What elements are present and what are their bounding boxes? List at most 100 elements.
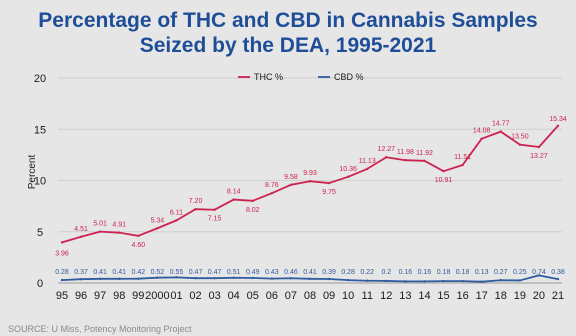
cbd-data-label: 0.43 [265,269,279,276]
source-note: SOURCE: U Miss, Potency Monitoring Proje… [8,324,192,334]
cbd-data-label: 0.52 [151,269,165,276]
y-tick-label: 15 [34,124,46,136]
cbd-data-label: 0.18 [437,269,451,276]
cbd-point [79,278,83,281]
cbd-point [423,280,426,283]
thc-point [251,199,254,202]
thc-point [308,180,312,183]
legend-label: CBD % [334,72,364,82]
thc-point [79,235,83,238]
thc-data-label: 15.34 [549,116,567,123]
thc-point [499,130,502,133]
cbd-point [537,274,541,277]
thc-point [423,159,426,163]
y-tick-label: 5 [37,227,43,239]
cbd-data-label: 0.37 [74,269,88,276]
cbd-data-label: 0.46 [284,269,298,276]
cbd-point [137,277,140,280]
thc-point [346,175,350,179]
thc-point [175,219,178,222]
cbd-point [404,280,407,283]
cbd-point [480,280,483,283]
series-group: 3.96 4.51 5.01 4.91 4.60 5.34 6.11 7.20 7.15 8.14… [55,116,567,283]
cbd-data-label: 0.41 [93,269,107,276]
x-tick-label: 20 [533,290,545,302]
cbd-point [461,279,464,283]
x-tick-label: 09 [323,290,335,302]
x-tick-label: 01 [170,290,182,302]
x-tick-label: 15 [437,290,449,302]
thc-data-label: 7.15 [208,216,222,223]
thc-data-label: 3.96 [55,250,69,257]
cbd-data-label: 0.38 [551,269,565,276]
y-axis-label: Percent [27,155,38,190]
x-tick-label: 02 [189,290,201,302]
chart-title-line-1: Percentage of THC and CBD in Cannabis Sa… [38,9,538,32]
cbd-data-label: 0.41 [112,269,126,276]
cbd-point [232,276,235,279]
thc-data-label: 11.98 [397,149,414,156]
thc-data-label: 5.34 [151,217,165,224]
thc-point [289,183,293,187]
thc-point [366,167,369,171]
thc-data-label: 9.58 [284,174,298,181]
cbd-point [213,276,216,280]
cbd-data-label: 0.47 [189,269,203,276]
thc-data-label: 13.27 [530,153,548,160]
thc-point [442,169,445,173]
y-tick-label: 10 [34,176,46,188]
y-axis-ticks: 0 5 10 15 20 [34,73,46,290]
cbd-point [518,279,522,282]
cbd-point [156,276,159,279]
thc-point [156,227,159,230]
cbd-point [385,279,388,283]
thc-point [537,145,541,149]
legend-label: THC % [254,72,283,82]
cbd-data-label: 0.2 [381,269,391,276]
cbd-data-label: 0.22 [360,269,374,276]
thc-point [270,192,274,195]
x-tick-label: 14 [418,290,430,302]
cbd-data-label: 0.42 [131,269,145,276]
x-tick-label: 97 [94,290,106,302]
cbd-point [175,276,178,279]
thc-point [404,159,407,162]
cbd-data-label: 0.39 [322,269,336,276]
cbd-point [289,277,293,280]
thc-line [61,125,559,244]
x-tick-label: 03 [208,290,220,302]
legend: THC % CBD % [238,72,364,82]
cbd-data-label: 0.51 [227,269,241,276]
thc-series: 3.96 4.51 5.01 4.91 4.60 5.34 6.11 7.20 7.15 8.14… [55,116,567,258]
cbd-data-label: 0.16 [418,269,432,276]
cbd-point [98,277,102,280]
thc-data-label: 11.92 [416,150,433,157]
cbd-point [327,277,331,281]
thc-data-label: 7.20 [189,198,203,205]
x-axis-ticks: 95 96 97 98 99 2000 01 02 03 04 05 06 07 08 09 10 11 12 13… [56,290,564,302]
cbd-data-label: 0.49 [246,269,260,276]
thc-point [98,230,102,233]
thc-point [213,208,216,211]
cbd-point [346,278,350,282]
x-tick-label: 07 [285,290,297,302]
thc-point [60,241,64,244]
cbd-data-label: 0.16 [399,269,413,276]
x-tick-label: 2000 [145,290,169,302]
thc-data-label: 14.77 [492,121,510,128]
chart-title-line-2: Seized by the DEA, 1995-2021 [139,34,437,57]
x-tick-label: 06 [266,290,278,302]
thc-data-label: 10.36 [339,166,357,173]
thc-data-label: 8.76 [265,182,279,189]
cbd-data-label: 0.47 [208,269,222,276]
cbd-point [60,278,64,282]
cbd-point [442,279,445,283]
cbd-point [194,276,197,280]
thc-data-label: 5.01 [93,221,107,228]
cbd-data-label: 0.13 [475,269,489,276]
thc-point [327,181,331,185]
cbd-point [308,277,312,280]
thc-point [232,198,235,201]
thc-data-label: 8.14 [227,189,241,196]
thc-point [461,163,464,167]
